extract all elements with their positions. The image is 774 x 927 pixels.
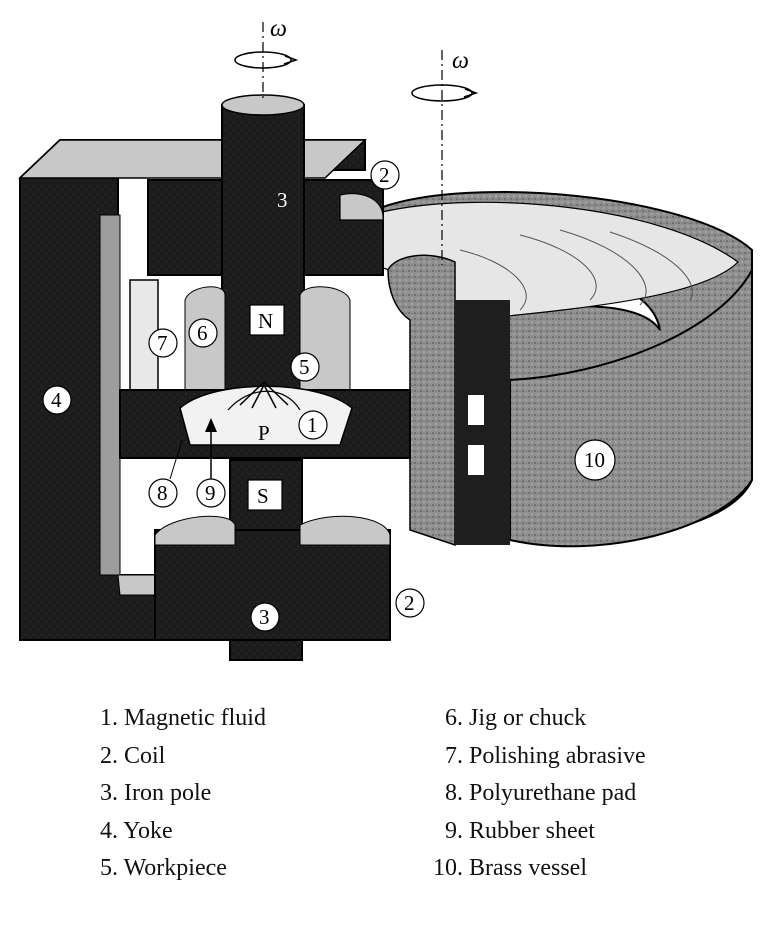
legend-item: 1. Magnetic fluid <box>100 705 266 731</box>
callout-3-lower: 3 <box>250 602 280 632</box>
omega-symbol-upper: ω <box>270 16 287 42</box>
svg-text:5: 5 <box>299 355 310 379</box>
north-pole-label: N <box>258 309 273 333</box>
vessel-jig-column <box>387 254 510 547</box>
legend-item: 6. Jig or chuck <box>445 705 587 731</box>
callout-6: 6 <box>188 318 218 348</box>
callout-7: 7 <box>148 328 178 358</box>
polishing-apparatus-diagram: ω ω N S P 1 2 2 3 3 4 5 6 <box>18 16 753 661</box>
legend-column-left: 1. Magnetic fluid 2. Coil 3. Iron pole 4… <box>80 700 266 888</box>
rotation-axis-vessel: ω <box>411 48 479 265</box>
svg-text:2: 2 <box>379 163 390 187</box>
legend-item: 8. Polyurethane pad <box>445 780 637 806</box>
svg-text:10: 10 <box>584 448 605 472</box>
svg-text:7: 7 <box>157 331 168 355</box>
callout-10: 10 <box>574 439 616 481</box>
legend-item: 3. Iron pole <box>100 780 212 806</box>
legend-item: 4. Yoke <box>100 817 173 844</box>
workpiece-p-label: P <box>258 421 270 445</box>
svg-text:6: 6 <box>197 321 208 345</box>
svg-text:1: 1 <box>307 413 318 437</box>
callout-3-upper: 3 <box>277 188 288 212</box>
svg-text:2: 2 <box>404 591 415 615</box>
legend-item: 5. Workpiece <box>100 855 227 881</box>
legend-column-right: 6. Jig or chuck 7. Polishing abrasive 8.… <box>420 700 646 888</box>
svg-text:9: 9 <box>205 481 216 505</box>
rotation-axis-upper: ω <box>234 16 299 100</box>
callout-5: 5 <box>290 352 320 382</box>
callout-1: 1 <box>298 410 328 440</box>
legend-item: 9. Rubber sheet <box>445 817 595 844</box>
omega-symbol-vessel: ω <box>452 48 469 74</box>
callout-9: 9 <box>196 418 226 508</box>
legend-item: 2. Coil <box>100 742 166 769</box>
callout-2-upper: 2 <box>370 160 400 190</box>
svg-text:4: 4 <box>51 388 62 412</box>
legend-item: 7. Polishing abrasive <box>445 742 646 769</box>
svg-text:3: 3 <box>277 188 288 212</box>
upper-iron-pole <box>184 94 351 416</box>
callout-8: 8 <box>148 439 183 508</box>
callout-4: 4 <box>42 385 72 415</box>
svg-text:8: 8 <box>157 481 168 505</box>
callout-2-lower: 2 <box>395 588 425 618</box>
svg-text:3: 3 <box>259 605 270 629</box>
legend-item: 10. Brass vessel <box>433 855 587 881</box>
south-pole-label: S <box>257 484 269 508</box>
